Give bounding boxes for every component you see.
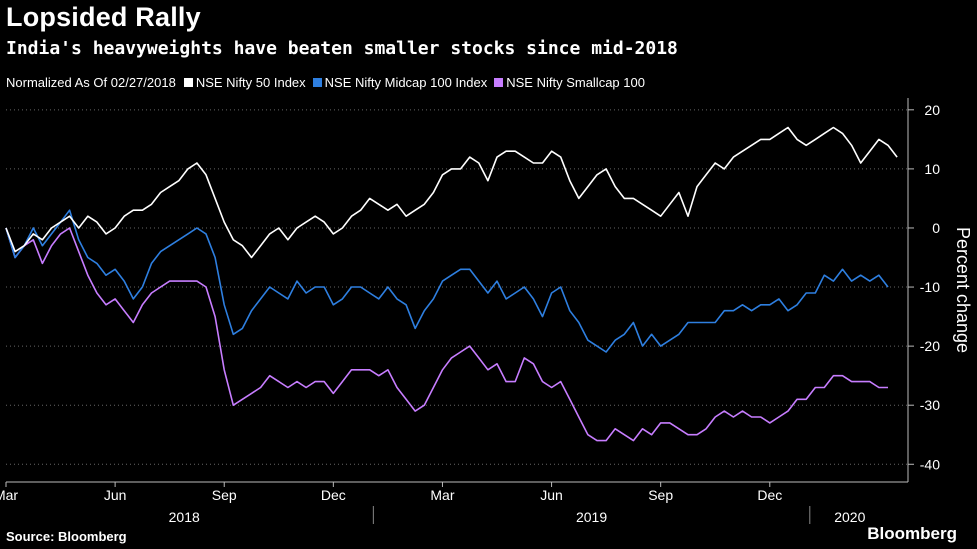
y-tick-label: -40 (920, 456, 940, 472)
y-tick-label: -10 (920, 279, 940, 295)
bloomberg-logo: Bloomberg (867, 524, 957, 543)
legend: Normalized As Of 02/27/2018 NSE Nifty 50… (6, 75, 652, 90)
x-tick-label: Dec (757, 487, 782, 503)
chart-title: Lopsided Rally (6, 2, 201, 32)
legend-item-smallcap: NSE Nifty Smallcap 100 (494, 75, 645, 90)
legend-swatch-nifty50 (183, 78, 193, 87)
legend-item-midcap: NSE Nifty Midcap 100 Index (312, 75, 488, 90)
y-tick-label: 0 (932, 220, 940, 236)
x-tick-label: Sep (212, 487, 237, 503)
source-note: Source: Bloomberg (6, 529, 127, 544)
legend-label-smallcap: NSE Nifty Smallcap 100 (506, 75, 645, 90)
y-tick-label: -30 (920, 397, 940, 413)
y-tick-label: 20 (924, 102, 940, 118)
year-label: 2018 (169, 509, 200, 525)
legend-swatch-smallcap (494, 78, 504, 87)
x-tick-label: Mar (0, 487, 18, 503)
y-tick-label: 10 (924, 161, 940, 177)
legend-prefix: Normalized As Of 02/27/2018 (6, 75, 176, 90)
y-axis-title: Percent change (953, 227, 973, 353)
x-tick-label: Dec (321, 487, 346, 503)
series-line-nifty50 (5, 126, 898, 259)
x-tick-label: Sep (648, 487, 673, 503)
legend-swatch-midcap (312, 78, 322, 87)
x-tick-label: Jun (540, 487, 563, 503)
year-label: 2020 (834, 509, 865, 525)
year-label: 2019 (576, 509, 607, 525)
legend-label-midcap: NSE Nifty Midcap 100 Index (324, 75, 488, 90)
series-line-smallcap (5, 227, 888, 442)
y-tick-label: -20 (920, 338, 940, 354)
legend-item-nifty50: NSE Nifty 50 Index (183, 75, 306, 90)
chart-subtitle: India's heavyweights have beaten smaller… (6, 38, 678, 59)
legend-label-nifty50: NSE Nifty 50 Index (195, 75, 306, 90)
x-tick-label: Mar (430, 487, 454, 503)
x-tick-label: Jun (104, 487, 127, 503)
series-line-midcap (5, 209, 889, 353)
